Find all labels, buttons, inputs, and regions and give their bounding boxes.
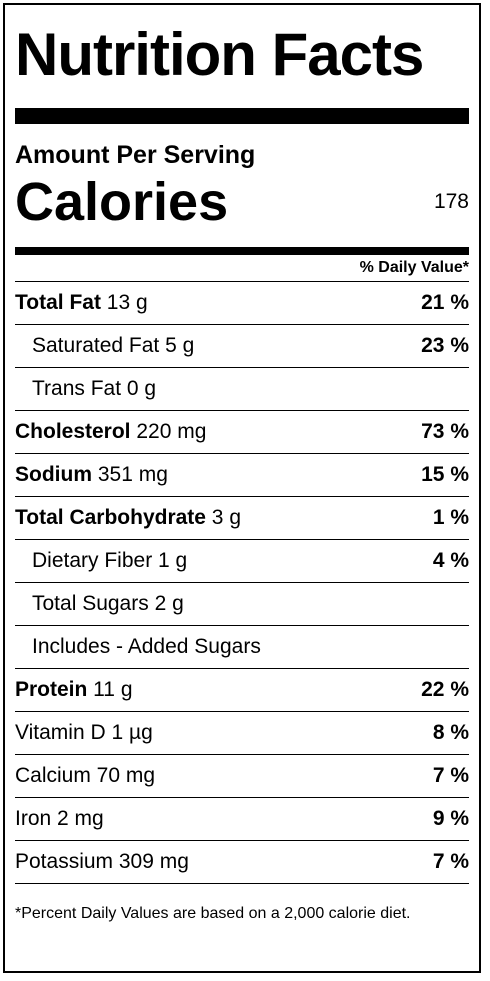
- daily-value-percent: 4 %: [432, 549, 469, 572]
- thick-divider: [15, 108, 469, 124]
- nutrient-name: Sodium: [15, 463, 92, 486]
- nutrient-amount: Includes - Added Sugars: [32, 635, 261, 658]
- calories-row: Calories 178: [15, 170, 469, 232]
- nutrient-row: Potassium 309 mg 7 %: [15, 841, 469, 884]
- nutrient-text: Total Sugars 2 g: [15, 592, 184, 616]
- nutrient-text: Includes - Added Sugars: [15, 635, 261, 659]
- daily-value-percent: 1 %: [432, 506, 469, 529]
- nutrient-row: Dietary Fiber 1 g 4 %: [15, 540, 469, 583]
- nutrient-name: Cholesterol: [15, 420, 131, 443]
- calories-value: 178: [433, 190, 469, 213]
- daily-value-percent: 9 %: [432, 807, 469, 830]
- nutrient-amount: 351 mg: [92, 463, 168, 486]
- nutrient-text: Potassium 309 mg: [15, 850, 189, 874]
- daily-value-percent: 73 %: [421, 420, 469, 443]
- medium-divider: [15, 247, 469, 255]
- nutrient-amount: 220 mg: [130, 420, 207, 443]
- nutrient-text: Calcium 70 mg: [15, 764, 155, 788]
- nutrient-name: Total Fat: [15, 291, 101, 314]
- nutrient-row: Total Fat 13 g 21 %: [15, 282, 469, 325]
- nutrient-row: Calcium 70 mg 7 %: [15, 755, 469, 798]
- daily-value-percent: 21 %: [421, 291, 469, 314]
- nutrient-rows: Total Fat 13 g 21 % Saturated Fat 5 g 23 % T…: [15, 282, 469, 884]
- nutrient-text: Trans Fat 0 g: [15, 377, 156, 401]
- nutrient-row: Iron 2 mg 9 %: [15, 798, 469, 841]
- nutrient-amount: Trans Fat 0 g: [32, 377, 157, 400]
- nutrient-text: Total Carbohydrate 3 g: [15, 506, 241, 530]
- nutrient-text: Total Fat 13 g: [15, 291, 148, 315]
- daily-value-percent: 7 %: [432, 850, 469, 873]
- daily-value-percent: 15 %: [421, 463, 469, 486]
- footnote: *Percent Daily Values are based on a 2,0…: [15, 905, 411, 922]
- nutrient-amount: Saturated Fat 5 g: [32, 334, 195, 357]
- label-title: Nutrition Facts: [15, 21, 424, 88]
- nutrient-amount: 13 g: [100, 291, 148, 314]
- nutrient-text: Protein 11 g: [15, 678, 133, 702]
- nutrient-amount: 11 g: [87, 678, 133, 701]
- daily-value-percent: 7 %: [432, 764, 469, 787]
- calories-label: Calories: [15, 172, 229, 232]
- daily-value-percent: 8 %: [432, 721, 469, 744]
- nutrient-amount: 3 g: [205, 506, 241, 529]
- nutrient-name: Total Carbohydrate: [15, 506, 206, 529]
- nutrient-text: Cholesterol 220 mg: [15, 420, 206, 444]
- nutrient-row: Cholesterol 220 mg 73 %: [15, 411, 469, 454]
- amount-per-serving: Amount Per Serving: [15, 141, 256, 169]
- nutrient-amount: Dietary Fiber 1 g: [32, 549, 188, 572]
- nutrient-text: Sodium 351 mg: [15, 463, 168, 487]
- nutrient-row: Vitamin D 1 µg 8 %: [15, 712, 469, 755]
- nutrient-text: Iron 2 mg: [15, 807, 104, 831]
- nutrient-row: Total Carbohydrate 3 g 1 %: [15, 497, 469, 540]
- nutrient-amount: Potassium 309 mg: [15, 850, 189, 873]
- nutrient-name: Protein: [15, 678, 88, 701]
- nutrition-label: Nutrition Facts Amount Per Serving Calor…: [3, 3, 481, 973]
- nutrient-amount: Total Sugars 2 g: [32, 592, 184, 615]
- nutrient-text: Dietary Fiber 1 g: [15, 549, 187, 573]
- nutrient-row: Protein 11 g 22 %: [15, 669, 469, 712]
- nutrient-row: Trans Fat 0 g: [15, 368, 469, 411]
- daily-value-header: % Daily Value*: [15, 255, 469, 282]
- daily-value-percent: 23 %: [421, 334, 469, 357]
- nutrient-row: Sodium 351 mg 15 %: [15, 454, 469, 497]
- nutrient-row: Includes - Added Sugars: [15, 626, 469, 669]
- nutrient-row: Total Sugars 2 g: [15, 583, 469, 626]
- nutrient-text: Saturated Fat 5 g: [15, 334, 194, 358]
- nutrient-amount: Vitamin D 1 µg: [15, 721, 153, 744]
- nutrient-amount: Iron 2 mg: [15, 807, 104, 830]
- nutrient-amount: Calcium 70 mg: [15, 764, 156, 787]
- daily-value-percent: 22 %: [421, 678, 469, 701]
- nutrient-text: Vitamin D 1 µg: [15, 721, 153, 745]
- nutrient-row: Saturated Fat 5 g 23 %: [15, 325, 469, 368]
